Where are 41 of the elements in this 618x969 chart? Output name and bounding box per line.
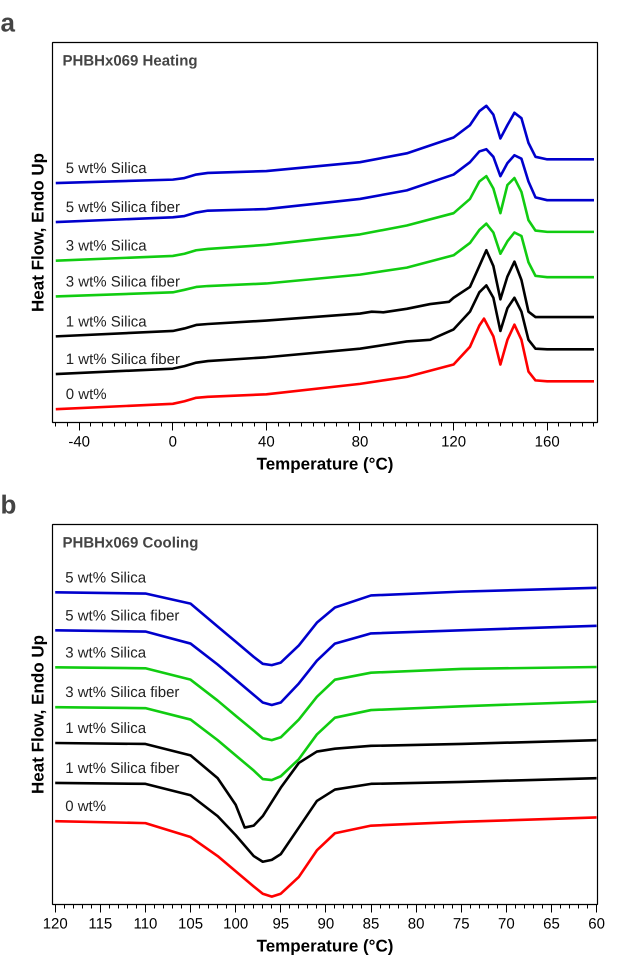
x-tick-label: 120 [42, 916, 68, 932]
series-label: 3 wt% Silica [66, 238, 148, 255]
x-tick-label: 80 [408, 916, 424, 932]
x-tick-label: 85 [362, 916, 380, 932]
x-tick-label: 120 [441, 434, 466, 450]
series-label: 1 wt% Silica fiber [66, 351, 180, 368]
chart-title: PHBHx069 Heating [62, 52, 198, 70]
x-tick-label: 60 [588, 916, 605, 932]
chart-title: PHBHx069 Cooling [62, 534, 198, 552]
series-label: 3 wt% Silica fiber [66, 273, 180, 290]
x-tick-label: 0 [168, 434, 177, 450]
series-label: 5 wt% Silica fiber [65, 607, 180, 624]
x-tick-label: 100 [223, 916, 248, 932]
x-tick-label: 95 [272, 916, 290, 932]
x-tick-label: 70 [498, 916, 515, 932]
x-tick-label: 105 [178, 916, 204, 932]
series-label: 1 wt% Silica [66, 313, 148, 330]
series-label: 1 wt% Silica [65, 720, 147, 737]
series-label: 5 wt% Silica [65, 569, 147, 586]
x-tick-label: 160 [534, 434, 560, 450]
x-axis-title: Temperature (°C) [256, 936, 394, 956]
x-tick-label: 110 [133, 916, 158, 932]
series-label: 5 wt% Silica fiber [66, 199, 180, 216]
x-tick-label: 75 [452, 916, 470, 932]
x-tick-label: -40 [68, 434, 90, 450]
text: b [0, 490, 16, 520]
series-label: 1 wt% Silica fiber [65, 760, 180, 777]
series-label: 5 wt% Silica [66, 160, 148, 178]
text: a [0, 8, 16, 38]
x-tick-label: 40 [258, 434, 275, 450]
x-axis-title: Temperature (°C) [256, 454, 394, 474]
series-label: 3 wt% Silica fiber [65, 684, 180, 702]
series-label: 0 wt% [66, 386, 107, 404]
series-label: 3 wt% Silica [65, 644, 147, 662]
x-tick-label: 80 [352, 434, 368, 450]
x-tick-label: 65 [543, 916, 560, 932]
x-tick-label: 90 [318, 916, 334, 932]
series-label: 0 wt% [65, 798, 106, 816]
x-tick-label: 115 [88, 916, 112, 932]
y-axis-title: Heat Flow, Endo Up [28, 153, 48, 312]
y-axis-title: Heat Flow, Endo Up [28, 635, 48, 794]
